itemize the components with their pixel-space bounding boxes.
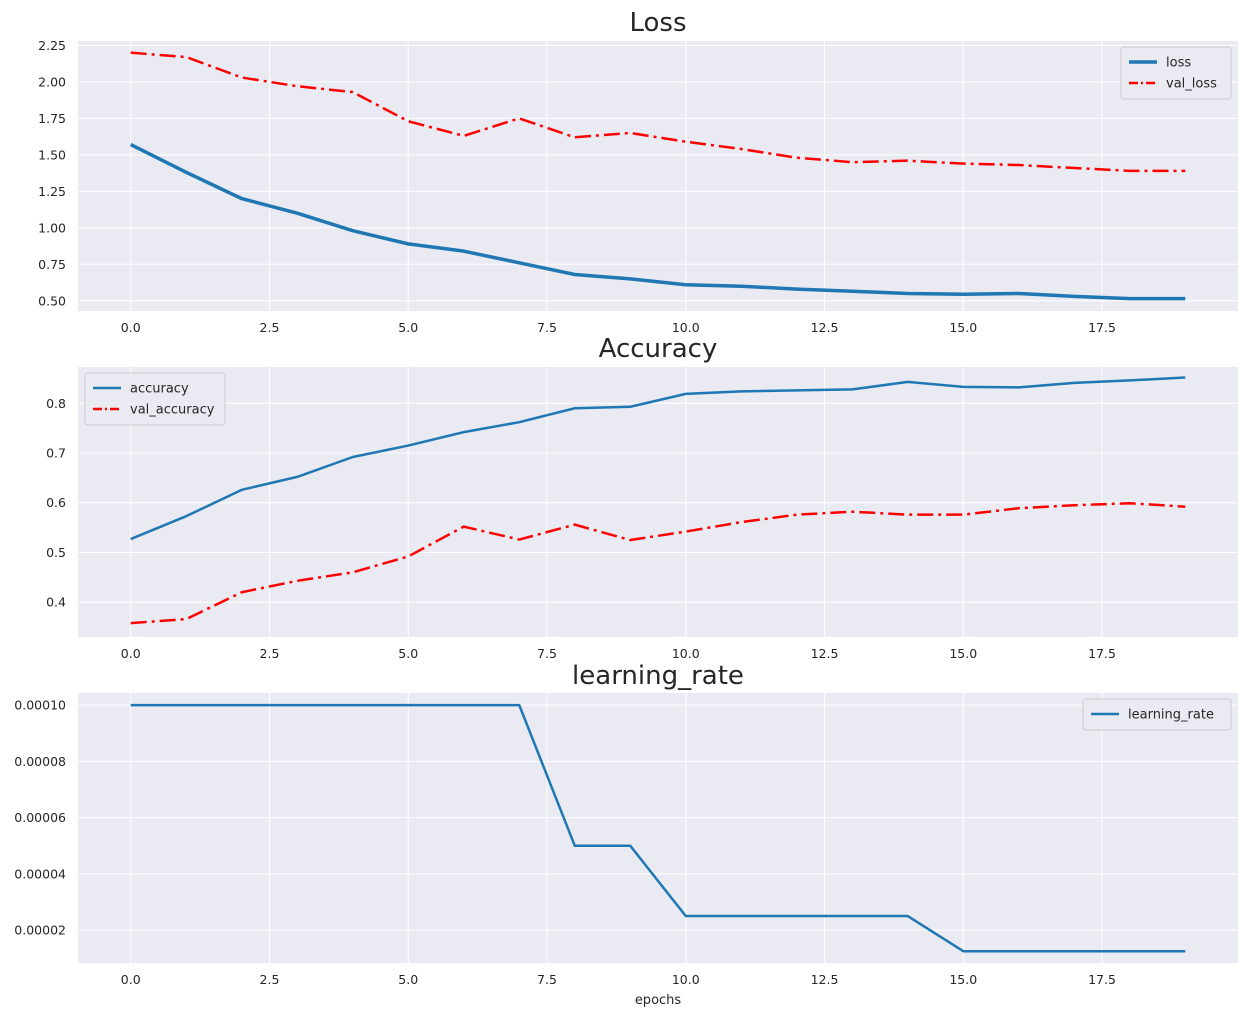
- y-tick-label: 2.25: [38, 38, 66, 53]
- legend-label-accuracy: accuracy: [130, 382, 189, 397]
- plot-area: [78, 367, 1238, 637]
- x-tick-label: 2.5: [260, 320, 280, 335]
- y-tick-label: 0.4: [46, 595, 66, 610]
- y-tick-label: 2.00: [38, 74, 66, 89]
- x-tick-label: 12.5: [811, 320, 839, 335]
- legend-frame: [1082, 698, 1232, 731]
- series-line-val_accuracy: [130, 501, 1186, 625]
- y-tick-label: 0.75: [38, 257, 66, 272]
- legend-frame: [1120, 46, 1232, 100]
- x-tick-label: 17.5: [1088, 320, 1116, 335]
- x-tick-label: 10.0: [672, 972, 700, 987]
- y-tick-label: 0.7: [46, 446, 66, 461]
- x-tick-label: 15.0: [949, 646, 977, 661]
- series-line-learning_rate: [130, 703, 1186, 953]
- x-tick-label: 17.5: [1088, 972, 1116, 987]
- y-tick-label: 0.8: [46, 396, 66, 411]
- x-tick-label: 17.5: [1088, 646, 1116, 661]
- x-tick-label: 0.0: [121, 320, 141, 335]
- y-tick-label: 0.00004: [14, 866, 66, 881]
- x-tick-label: 15.0: [949, 320, 977, 335]
- y-tick-label: 0.00002: [14, 923, 66, 938]
- x-tick-label: 7.5: [537, 320, 557, 335]
- y-tick-label: 1.50: [38, 147, 66, 162]
- x-tick-label: 10.0: [672, 320, 700, 335]
- y-tick-label: 0.6: [46, 495, 66, 510]
- y-tick-label: 0.00008: [14, 754, 66, 769]
- series-line-accuracy: [130, 376, 1186, 541]
- x-tick-label: 5.0: [398, 972, 418, 987]
- x-tick-label: 12.5: [811, 646, 839, 661]
- y-tick-label: 1.00: [38, 220, 66, 235]
- chart-title: Accuracy: [599, 334, 718, 364]
- panel-2: 0.0 2.5 5.0 7.5 10.0 12.5 15.0 17.5 0.00002 0.000…: [14, 661, 1238, 1008]
- y-tick-label: 1.75: [38, 111, 66, 126]
- x-tick-label: 0.0: [121, 646, 141, 661]
- legend: learning_rate: [1082, 698, 1232, 731]
- chart-title: learning_rate: [572, 661, 744, 691]
- legend-frame: [84, 372, 226, 426]
- legend: accuracy val_accuracy: [84, 372, 226, 426]
- plot-area: [78, 693, 1238, 963]
- y-tick-label: 0.5: [46, 545, 66, 560]
- x-tick-label: 5.0: [398, 320, 418, 335]
- x-axis-label: epochs: [635, 993, 682, 1008]
- plot-area: [78, 41, 1238, 311]
- x-tick-label: 15.0: [949, 972, 977, 987]
- panel-1: 0.0 2.5 5.0 7.5 10.0 12.5 15.0 17.5 0.4 0.5 0.6 0.7…: [46, 334, 1238, 661]
- legend-label-val_accuracy: val_accuracy: [130, 403, 215, 418]
- panel-0: 0.0 2.5 5.0 7.5 10.0 12.5 15.0 17.5 0.50 0.75 1.00…: [38, 8, 1238, 335]
- y-tick-label: 0.00010: [14, 698, 66, 713]
- x-tick-label: 7.5: [537, 646, 557, 661]
- y-tick-label: 1.25: [38, 184, 66, 199]
- legend-label-loss: loss: [1166, 56, 1191, 71]
- y-tick-label: 0.00006: [14, 810, 66, 825]
- x-tick-label: 12.5: [811, 972, 839, 987]
- legend: loss val_loss: [1120, 46, 1232, 100]
- x-tick-label: 7.5: [537, 972, 557, 987]
- series-line-loss: [129, 143, 1186, 301]
- x-tick-label: 5.0: [398, 646, 418, 661]
- legend-label-val_loss: val_loss: [1166, 77, 1217, 92]
- x-tick-label: 2.5: [260, 646, 280, 661]
- x-tick-label: 2.5: [260, 972, 280, 987]
- x-tick-label: 10.0: [672, 646, 700, 661]
- chart-title: Loss: [629, 8, 686, 38]
- series-line-val_loss: [130, 51, 1186, 173]
- legend-label-learning_rate: learning_rate: [1128, 708, 1214, 723]
- y-tick-label: 0.50: [38, 293, 66, 308]
- x-tick-label: 0.0: [121, 972, 141, 987]
